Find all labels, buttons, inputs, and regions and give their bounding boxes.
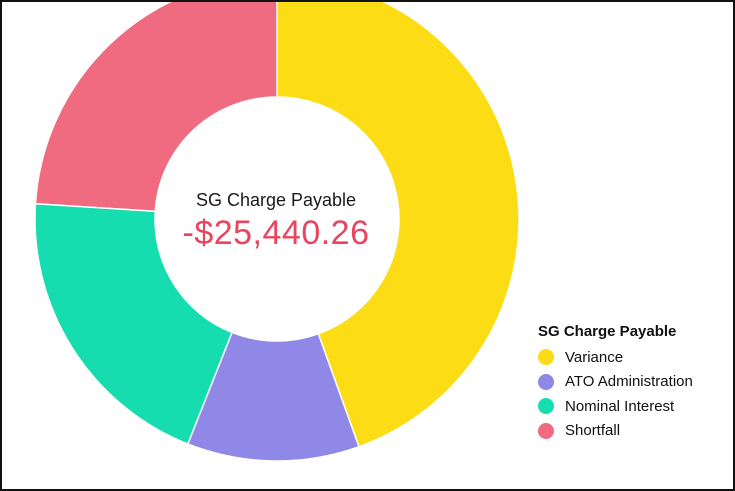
legend-swatch-icon xyxy=(538,349,554,366)
legend-label: Nominal Interest xyxy=(565,397,675,415)
legend: SG Charge Payable Variance ATO Administr… xyxy=(538,323,693,443)
legend-item-ato-administration[interactable]: ATO Administration xyxy=(538,370,693,395)
legend-title: SG Charge Payable xyxy=(538,323,677,340)
legend-item-shortfall[interactable]: Shortfall xyxy=(538,419,693,444)
slice-variance[interactable] xyxy=(276,2,520,448)
legend-swatch-icon xyxy=(538,398,554,415)
center-label: SG Charge Payable xyxy=(195,190,357,210)
legend-label: Variance xyxy=(565,348,624,366)
slice-ato-administration[interactable] xyxy=(186,331,360,462)
slice-nominal-interest[interactable] xyxy=(34,203,234,445)
legend-swatch-icon xyxy=(538,422,554,439)
legend-label: Shortfall xyxy=(565,422,621,440)
legend-item-variance[interactable]: Variance xyxy=(538,345,693,370)
slice-shortfall[interactable] xyxy=(34,2,278,213)
center-value: -$25,440.26 xyxy=(182,214,370,252)
legend-item-nominal-interest[interactable]: Nominal Interest xyxy=(538,394,693,419)
legend-swatch-icon xyxy=(538,373,554,390)
legend-label: ATO Administration xyxy=(565,373,693,391)
